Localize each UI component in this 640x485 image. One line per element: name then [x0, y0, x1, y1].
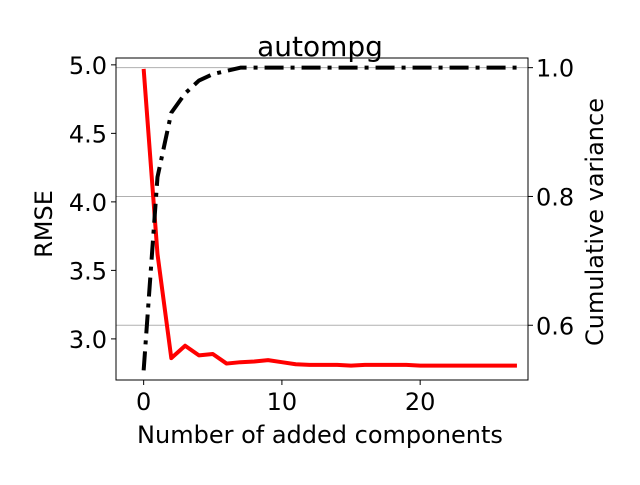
y-axis-label-left: RMSE	[30, 190, 58, 258]
x-ticks: 0 10 20	[136, 380, 435, 416]
y-ticks-right: 0.6 0.8 1.0	[528, 55, 574, 340]
y-left-tick-label-3: 4.5	[69, 120, 107, 148]
y-axis-label-right: Cumulative variance	[581, 98, 609, 346]
series-layer	[141, 65, 517, 371]
series-line-0	[141, 68, 517, 368]
y-left-tick-label-0: 3.0	[69, 326, 107, 354]
x-tick-label-0: 0	[136, 388, 151, 416]
series-line-1	[141, 65, 517, 371]
chart-title: autompg	[257, 30, 383, 63]
y-left-tick-label-1: 3.5	[69, 257, 107, 285]
y-right-tick-label-2: 1.0	[536, 55, 574, 83]
y-left-tick-label-4: 5.0	[69, 52, 107, 80]
x-tick-label-2: 20	[405, 388, 436, 416]
y-right-tick-label-0: 0.6	[536, 312, 574, 340]
x-axis-label: Number of added components	[137, 421, 503, 449]
y-right-tick-label-1: 0.8	[536, 183, 574, 211]
x-tick-label-1: 10	[267, 388, 298, 416]
plot-frame	[115, 57, 529, 381]
y-left-tick-label-2: 4.0	[69, 189, 107, 217]
y-ticks-left: 3.0 3.5 4.0 4.5 5.0	[69, 52, 116, 354]
